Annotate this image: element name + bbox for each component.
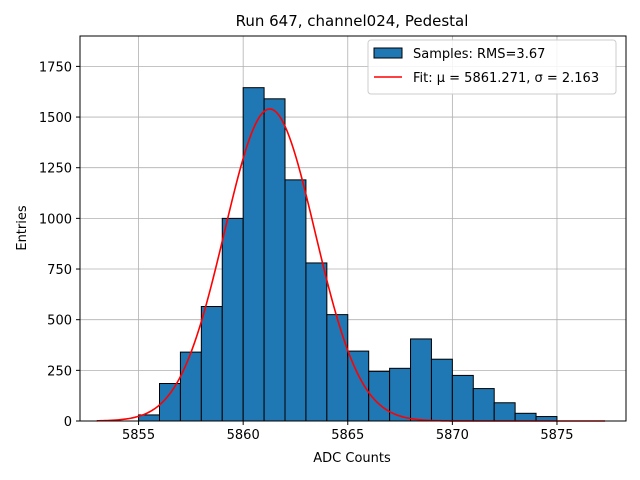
- x-axis-label: ADC Counts: [313, 451, 391, 466]
- histogram-bars: [138, 87, 558, 422]
- histogram-bar: [514, 412, 537, 422]
- x-tick-label: 5865: [331, 428, 364, 443]
- histogram-bar: [263, 98, 286, 422]
- histogram-bar: [305, 262, 328, 422]
- legend-patch-samples: [373, 47, 403, 59]
- x-tick-label: 5875: [540, 428, 573, 443]
- histogram-bar: [472, 388, 495, 422]
- y-axis-label: Entries: [15, 205, 30, 251]
- y-tick-label: 1000: [39, 212, 72, 227]
- histogram-bar: [347, 350, 370, 422]
- y-tick-label: 1250: [39, 162, 72, 177]
- plot-frame: [79, 35, 627, 422]
- histogram-bar: [430, 358, 453, 422]
- x-tick-label: 5855: [122, 428, 155, 443]
- axis-ticks: 5855 5860 5865 5870 5875 0 250 500 750 1000 1250 15…: [39, 60, 574, 443]
- histogram-bar: [242, 87, 265, 422]
- histogram-bar: [326, 314, 349, 422]
- chart-title: Run 647, channel024, Pedestal: [236, 12, 469, 30]
- y-tick-label: 0: [64, 415, 72, 430]
- histogram-bar: [451, 374, 474, 422]
- histogram-bar: [284, 179, 307, 422]
- x-tick-label: 5860: [227, 428, 260, 443]
- histogram-bar: [410, 338, 432, 422]
- y-tick-label: 500: [47, 314, 72, 329]
- histogram-bar: [179, 351, 202, 422]
- histogram-bar: [200, 306, 223, 422]
- histogram-bar: [221, 217, 244, 422]
- legend-label-samples: Samples: RMS=3.67: [413, 47, 545, 62]
- y-tick-label: 1750: [39, 60, 72, 75]
- x-tick-label: 5870: [436, 428, 469, 443]
- legend-label-fit: Fit: μ = 5861.271, σ = 2.163: [413, 71, 599, 86]
- y-tick-label: 250: [47, 364, 72, 379]
- y-tick-label: 750: [47, 263, 72, 278]
- y-tick-label: 1500: [39, 111, 72, 126]
- histogram-bar: [493, 402, 516, 422]
- legend-box: [367, 39, 617, 95]
- legend: Samples: RMS=3.67 Fit: μ = 5861.271, σ =…: [367, 39, 617, 95]
